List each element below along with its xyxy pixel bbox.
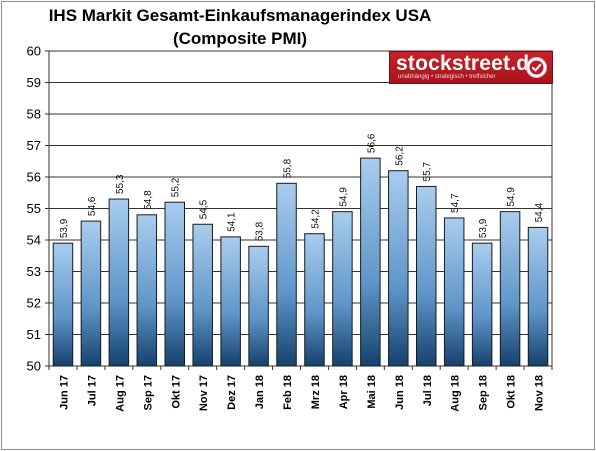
data-label: 55,8 (283, 158, 294, 178)
bar (248, 245, 269, 367)
bar (220, 236, 241, 367)
grid-lines (49, 82, 552, 335)
chart-subtitle: (Composite PMI) (172, 29, 308, 48)
x-tick-label: Apr 18 (338, 375, 350, 409)
bar (80, 220, 102, 367)
x-tick-label: Nov 18 (534, 375, 546, 411)
data-label: 54,1 (227, 212, 238, 232)
x-tick-label: Jun 18 (394, 375, 406, 410)
y-tick-label: 54 (27, 233, 41, 248)
x-tick-label: Jul 18 (422, 375, 434, 406)
y-tick-label: 59 (27, 75, 41, 90)
logo-tagline: unabhängig • strategisch • treffsicher (398, 74, 496, 80)
data-label: 56,2 (394, 146, 405, 166)
bar (276, 182, 297, 367)
bar (388, 170, 409, 367)
bar (471, 242, 493, 367)
data-label: 55,7 (422, 162, 433, 182)
logo-name: stockstreet.de (396, 52, 542, 75)
bar (108, 198, 130, 367)
stockstreet-logo: stockstreet.de unabhängig • strategisch … (389, 51, 553, 84)
bar (192, 223, 213, 367)
data-label: 54,9 (338, 187, 349, 207)
bar (416, 185, 437, 367)
x-tick-label: Aug 18 (450, 375, 462, 412)
x-tick-label: Mai 18 (366, 375, 378, 409)
x-tick-label: Dez 17 (226, 375, 238, 410)
x-axis-ticks: Jun 17 Jul 17 Aug 17 Sep 17 Okt 17 Nov 17 Dez … (48, 366, 553, 412)
y-tick-label: 52 (27, 296, 41, 311)
bar (332, 211, 353, 367)
bars (52, 157, 549, 367)
data-label: 55,2 (171, 177, 182, 197)
bar (136, 214, 158, 367)
data-label: 54,7 (450, 193, 461, 213)
y-tick-label: 51 (27, 327, 41, 342)
y-tick-label: 53 (27, 264, 41, 279)
x-tick-label: Jul 17 (86, 375, 98, 406)
y-tick-label: 60 (27, 44, 41, 59)
data-label: 53,9 (59, 218, 70, 238)
bar (52, 242, 74, 367)
y-axis-ticks: 50 51 52 53 54 55 56 57 58 59 60 (27, 44, 49, 374)
x-tick-label: Nov 17 (198, 375, 210, 411)
x-tick-label: Aug 17 (114, 375, 126, 412)
data-label: 54,8 (143, 190, 154, 210)
data-label: 53,8 (255, 221, 266, 241)
data-label: 54,9 (506, 187, 517, 207)
x-tick-label: Sep 18 (478, 375, 490, 410)
y-tick-label: 58 (27, 107, 41, 122)
bar (499, 211, 521, 367)
bar (164, 201, 185, 367)
x-tick-label: Okt 18 (506, 375, 518, 409)
y-tick-label: 50 (27, 359, 41, 374)
x-tick-label: Mrz 18 (310, 375, 322, 409)
x-tick-label: Jan 18 (254, 375, 266, 409)
data-label: 54,5 (199, 199, 210, 219)
bar (443, 217, 465, 367)
y-tick-label: 57 (27, 138, 41, 153)
y-tick-label: 56 (27, 170, 41, 185)
bar (360, 157, 381, 367)
x-tick-label: Feb 18 (282, 375, 294, 410)
checkmark-icon (526, 57, 547, 78)
data-labels: 53,9 54,6 55,3 54,8 55,2 54,5 54,1 53,8 55,8 54,2… (59, 133, 545, 241)
chart-title-block: IHS Markit Gesamt-Einkaufsmanagerindex U… (0, 4, 480, 50)
data-label: 54,4 (534, 202, 545, 222)
data-label: 53,9 (478, 218, 489, 238)
x-tick-label: Jun 17 (58, 375, 70, 410)
chart-title: IHS Markit Gesamt-Einkaufsmanagerindex U… (48, 6, 432, 25)
bar (527, 226, 549, 367)
bar (304, 233, 325, 367)
x-tick-label: Okt 17 (170, 375, 182, 409)
data-label: 56,6 (366, 133, 377, 153)
data-label: 55,3 (115, 174, 126, 194)
x-tick-label: Sep 17 (142, 375, 154, 410)
data-label: 54,2 (310, 209, 321, 229)
data-label: 54,6 (87, 196, 98, 216)
y-tick-label: 55 (27, 201, 41, 216)
